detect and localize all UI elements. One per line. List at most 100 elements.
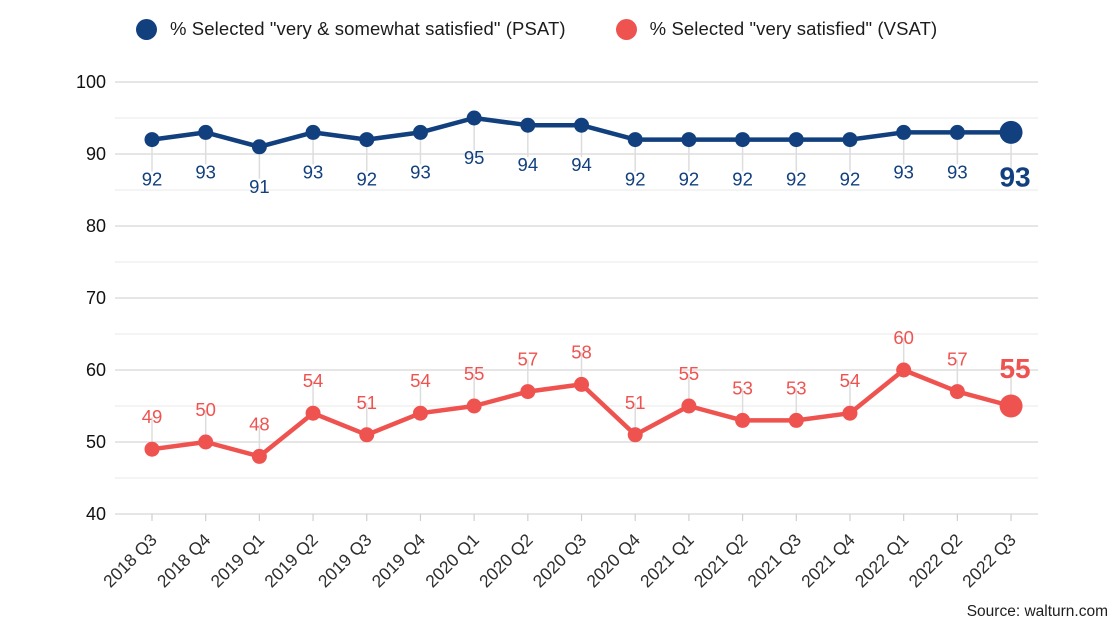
vsat-data-label: 53 xyxy=(732,377,753,398)
psat-data-point xyxy=(574,117,590,133)
vsat-data-label: 60 xyxy=(893,327,914,348)
psat-data-label: 93 xyxy=(410,161,431,182)
psat-data-point xyxy=(520,117,536,133)
vsat-legend-label: % Selected "very satisfied" (VSAT) xyxy=(649,18,938,39)
vsat-data-point xyxy=(574,376,590,392)
psat-data-label: 92 xyxy=(356,169,377,190)
psat-data-label: 93 xyxy=(947,161,968,182)
vsat-data-point xyxy=(520,384,536,400)
source-label: Source: walturn.com xyxy=(966,603,1108,620)
y-axis-tick-label: 60 xyxy=(86,360,106,380)
y-axis-tick-label: 50 xyxy=(86,432,106,452)
psat-data-point xyxy=(359,132,375,148)
psat-data-label: 92 xyxy=(786,169,807,190)
psat-data-label: 92 xyxy=(142,169,163,190)
vsat-data-label: 51 xyxy=(625,392,646,413)
vsat-data-label: 53 xyxy=(786,377,807,398)
vsat-series-dot-icon xyxy=(615,18,637,40)
psat-data-label: 93 xyxy=(999,161,1030,192)
vsat-data-label: 55 xyxy=(999,353,1030,384)
vsat-data-label: 55 xyxy=(464,363,485,384)
vsat-data-point xyxy=(412,405,428,421)
vsat-data-point xyxy=(305,405,321,421)
psat-data-label: 95 xyxy=(464,147,485,168)
vsat-data-point xyxy=(896,362,912,378)
vsat-data-point xyxy=(842,405,858,421)
psat-data-point xyxy=(842,132,858,148)
psat-data-point xyxy=(251,139,267,155)
vsat-data-point xyxy=(735,412,751,428)
vsat-data-label: 55 xyxy=(679,363,700,384)
vsat-data-point xyxy=(788,412,804,428)
x-axis-tick-label: 2022 Q2 xyxy=(905,530,967,592)
x-axis-tick-label: 2019 Q2 xyxy=(260,530,322,592)
vsat-data-point xyxy=(359,427,375,443)
psat-series-dot-icon xyxy=(136,18,157,40)
psat-data-label: 93 xyxy=(195,161,216,182)
x-axis-tick-label: 2021 Q4 xyxy=(797,529,859,591)
psat-data-label: 92 xyxy=(625,169,646,190)
vsat-data-label: 58 xyxy=(571,341,592,362)
vsat-data-point xyxy=(466,398,482,414)
vsat-data-label: 54 xyxy=(303,370,324,391)
x-axis-tick-label: 2021 Q1 xyxy=(636,530,698,592)
vsat-data-label: 57 xyxy=(518,349,539,370)
vsat-data-point xyxy=(251,448,267,464)
psat-data-point xyxy=(735,132,751,148)
x-axis-tick-label: 2018 Q4 xyxy=(153,529,215,591)
x-axis-tick-label: 2019 Q3 xyxy=(314,530,376,592)
vsat-data-label: 51 xyxy=(356,392,377,413)
psat-data-point xyxy=(198,124,214,140)
x-axis-tick-label: 2022 Q3 xyxy=(958,530,1020,592)
psat-data-label: 93 xyxy=(303,161,324,182)
x-axis-tick-label: 2020 Q3 xyxy=(529,530,591,592)
x-axis-tick-label: 2021 Q2 xyxy=(690,530,752,592)
x-axis-tick-label: 2021 Q3 xyxy=(743,530,805,592)
vsat-data-label: 57 xyxy=(947,349,968,370)
vsat-data-label: 54 xyxy=(410,370,431,391)
y-axis-tick-label: 100 xyxy=(76,72,106,92)
psat-data-point xyxy=(144,132,160,148)
psat-data-label: 94 xyxy=(518,154,539,175)
x-axis-tick-label: 2020 Q4 xyxy=(582,529,644,591)
y-axis-tick-label: 70 xyxy=(86,288,106,308)
psat-data-point xyxy=(466,110,482,126)
psat-data-point xyxy=(896,124,912,140)
y-axis-tick-label: 40 xyxy=(86,504,106,524)
psat-data-label: 92 xyxy=(840,169,861,190)
psat-data-label: 94 xyxy=(571,154,592,175)
y-axis-tick-label: 80 xyxy=(86,216,106,236)
psat-data-label: 92 xyxy=(732,169,753,190)
psat-data-label: 92 xyxy=(679,169,700,190)
psat-data-point xyxy=(627,132,643,148)
chart-legend: % Selected "very & somewhat satisfied" (… xyxy=(136,14,937,44)
psat-data-point xyxy=(788,132,804,148)
vsat-data-label: 50 xyxy=(195,399,216,420)
vsat-data-label: 54 xyxy=(840,370,861,391)
x-axis-tick-label: 2019 Q4 xyxy=(368,529,430,591)
vsat-data-point xyxy=(198,434,214,450)
psat-data-label: 91 xyxy=(249,176,270,197)
legend-item-vsat: % Selected "very satisfied" (VSAT) xyxy=(615,18,938,40)
vsat-data-point xyxy=(999,394,1023,418)
x-axis-tick-label: 2019 Q1 xyxy=(207,530,269,592)
x-axis-tick-label: 2022 Q1 xyxy=(851,530,913,592)
y-axis-tick-label: 90 xyxy=(86,144,106,164)
vsat-data-label: 48 xyxy=(249,413,270,434)
legend-item-psat: % Selected "very & somewhat satisfied" (… xyxy=(136,18,566,40)
vsat-data-label: 49 xyxy=(142,406,163,427)
psat-data-point xyxy=(412,124,428,140)
psat-data-point xyxy=(999,120,1023,144)
x-axis-tick-label: 2020 Q1 xyxy=(421,530,483,592)
vsat-data-point xyxy=(949,384,965,400)
psat-legend-label: % Selected "very & somewhat satisfied" (… xyxy=(170,18,566,39)
vsat-data-point xyxy=(627,427,643,443)
psat-data-label: 93 xyxy=(893,161,914,182)
psat-data-point xyxy=(305,124,321,140)
vsat-data-point xyxy=(681,398,697,414)
psat-data-point xyxy=(949,124,965,140)
psat-data-point xyxy=(681,132,697,148)
vsat-data-point xyxy=(144,441,160,457)
